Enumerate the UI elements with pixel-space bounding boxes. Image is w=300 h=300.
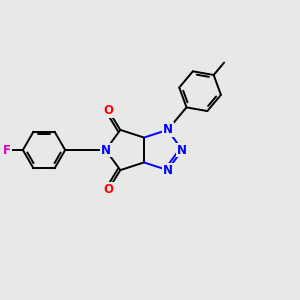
Text: N: N bbox=[177, 143, 187, 157]
Text: N: N bbox=[163, 123, 172, 136]
Text: N: N bbox=[163, 164, 172, 177]
Text: F: F bbox=[3, 143, 11, 157]
Text: N: N bbox=[101, 143, 111, 157]
Text: O: O bbox=[103, 104, 114, 117]
Text: O: O bbox=[103, 183, 114, 196]
